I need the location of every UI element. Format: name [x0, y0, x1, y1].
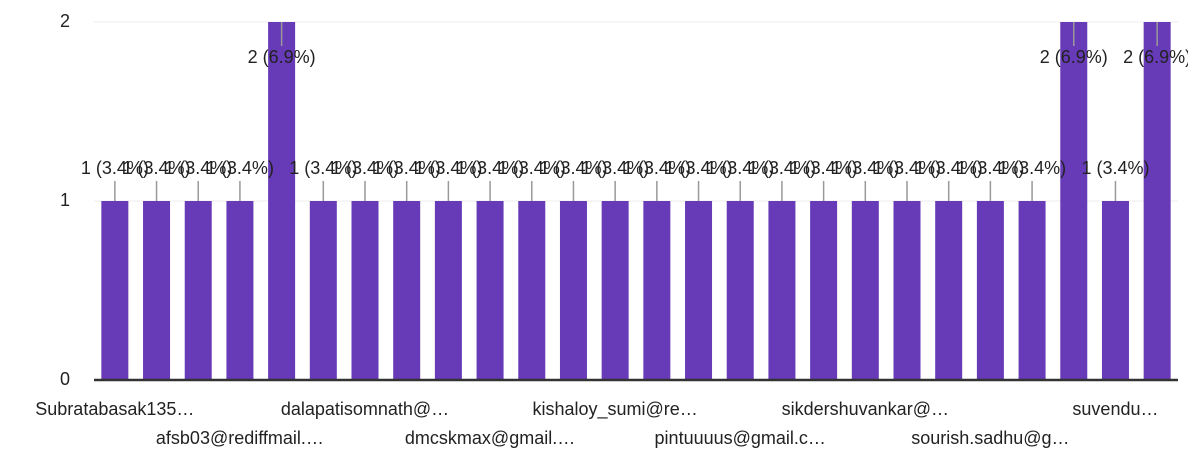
bar — [393, 201, 421, 380]
y-tick-label: 1 — [60, 190, 70, 210]
data-label: 2 (6.9%) — [1040, 47, 1108, 67]
data-label: 1 (3.4%) — [123, 158, 191, 178]
bar — [768, 201, 796, 380]
bar — [143, 201, 171, 380]
bar — [226, 201, 254, 380]
x-tick-label: suvendu… — [1072, 399, 1158, 419]
x-tick-label: afsb03@rediffmail.… — [156, 428, 324, 448]
data-label: 1 (3.4%) — [1081, 158, 1149, 178]
bar — [851, 201, 879, 380]
data-label: 1 (3.4%) — [373, 158, 441, 178]
bar — [184, 201, 212, 380]
x-tick-label: dalapatisomnath@… — [281, 399, 449, 419]
y-tick-label: 2 — [60, 11, 70, 31]
bar — [268, 22, 296, 380]
data-label: 1 (3.4%) — [623, 158, 691, 178]
bar — [309, 201, 337, 380]
data-label: 1 (3.4%) — [581, 158, 649, 178]
bar — [559, 201, 587, 380]
bar — [685, 201, 713, 380]
data-label: 1 (3.4%) — [414, 158, 482, 178]
bar — [643, 201, 671, 380]
data-label: 1 (3.4%) — [706, 158, 774, 178]
data-label: 1 (3.4%) — [873, 158, 941, 178]
bar — [518, 201, 546, 380]
data-label: 1 (3.4%) — [748, 158, 816, 178]
data-label: 2 (6.9%) — [1123, 47, 1188, 67]
x-tick-label: kishaloy_sumi@re… — [532, 399, 697, 420]
x-tick-label: sourish.sadhu@g… — [911, 428, 1069, 448]
bar — [476, 201, 504, 380]
bar — [976, 201, 1004, 380]
bar — [1018, 201, 1046, 380]
bar — [726, 201, 754, 380]
data-label: 1 (3.4%) — [81, 158, 149, 178]
x-tick-label: pintuuuus@gmail.c… — [655, 428, 826, 448]
data-label: 1 (3.4%) — [164, 158, 232, 178]
data-label: 1 (3.4%) — [456, 158, 524, 178]
data-label: 1 (3.4%) — [206, 158, 274, 178]
bar — [101, 201, 129, 380]
bar — [935, 201, 963, 380]
data-label: 1 (3.4%) — [998, 158, 1066, 178]
data-label: 1 (3.4%) — [498, 158, 566, 178]
bar — [1060, 22, 1088, 380]
data-label: 1 (3.4%) — [831, 158, 899, 178]
data-label: 1 (3.4%) — [915, 158, 983, 178]
data-label: 1 (3.4%) — [331, 158, 399, 178]
bar — [351, 201, 379, 380]
x-tick-label: Subratabasak135… — [35, 399, 194, 419]
data-label: 1 (3.4%) — [956, 158, 1024, 178]
x-tick-label: sikdershuvankar@… — [782, 399, 949, 419]
bar — [1143, 22, 1171, 380]
data-label: 1 (3.4%) — [790, 158, 858, 178]
x-tick-label: dmcskmax@gmail.… — [405, 428, 575, 448]
data-label: 1 (3.4%) — [665, 158, 733, 178]
data-label: 2 (6.9%) — [248, 47, 316, 67]
bar — [434, 201, 462, 380]
bar — [810, 201, 838, 380]
bar — [1101, 201, 1129, 380]
bar — [601, 201, 629, 380]
data-label: 1 (3.4%) — [539, 158, 607, 178]
data-label: 1 (3.4%) — [289, 158, 357, 178]
y-tick-label: 0 — [60, 369, 70, 389]
bar — [893, 201, 921, 380]
